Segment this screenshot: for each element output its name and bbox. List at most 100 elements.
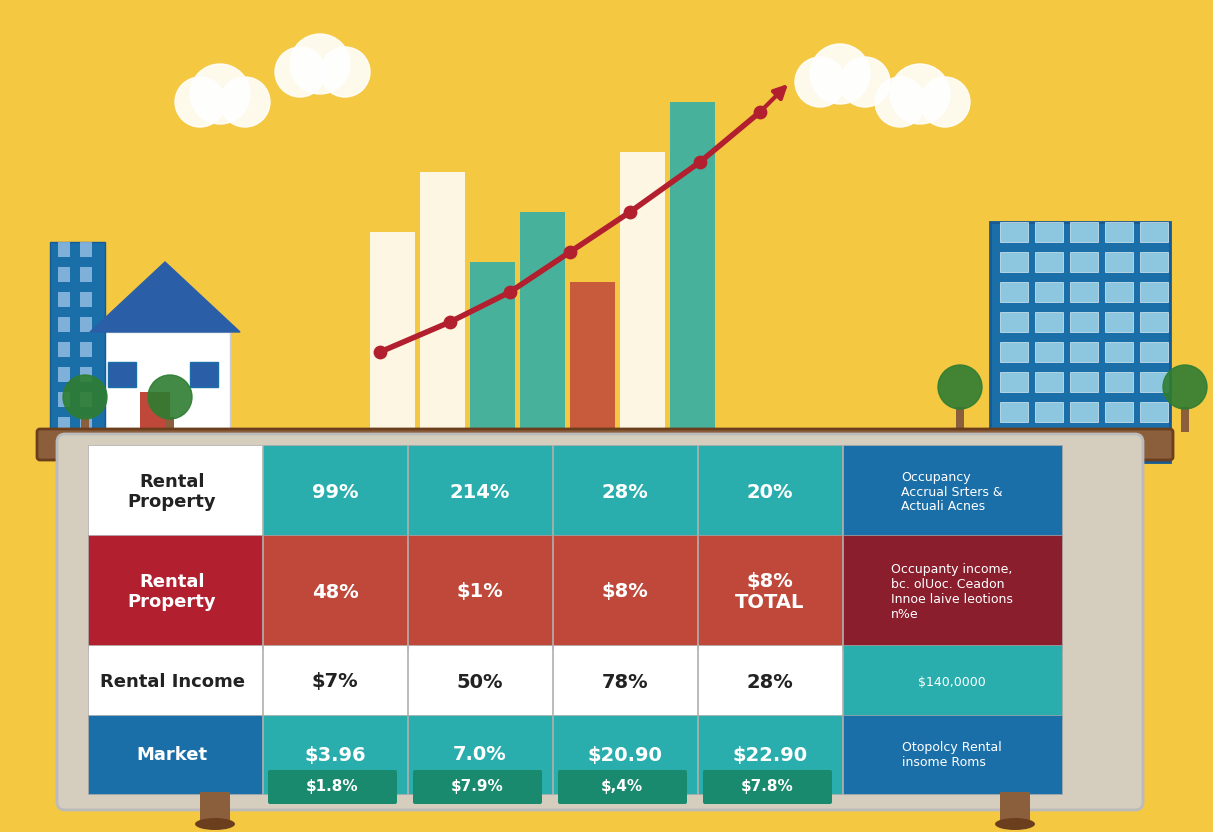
Bar — [469, 262, 516, 452]
Bar — [1140, 342, 1168, 362]
FancyBboxPatch shape — [408, 445, 552, 539]
Text: $8%: $8% — [602, 582, 649, 602]
Bar — [1000, 792, 1030, 822]
Text: $8%
TOTAL: $8% TOTAL — [735, 572, 804, 612]
Text: Rental
Property: Rental Property — [127, 572, 216, 612]
Bar — [670, 102, 714, 452]
Text: 214%: 214% — [450, 483, 511, 502]
Bar — [80, 367, 92, 382]
FancyBboxPatch shape — [89, 715, 262, 794]
Circle shape — [795, 57, 845, 107]
Bar — [58, 317, 70, 332]
Bar — [80, 392, 92, 407]
Bar — [570, 282, 615, 452]
Bar — [80, 342, 92, 357]
Text: 28%: 28% — [747, 672, 793, 691]
FancyBboxPatch shape — [843, 445, 1063, 539]
Text: 78%: 78% — [602, 672, 648, 691]
Bar — [1105, 222, 1133, 242]
Bar — [108, 362, 136, 387]
Circle shape — [890, 64, 950, 124]
FancyBboxPatch shape — [553, 445, 697, 539]
Bar — [1140, 312, 1168, 332]
FancyBboxPatch shape — [0, 0, 1213, 452]
Bar — [58, 342, 70, 357]
Point — [751, 106, 770, 119]
Bar — [1000, 252, 1027, 272]
Text: 50%: 50% — [457, 672, 503, 691]
FancyBboxPatch shape — [412, 770, 542, 804]
Text: Occupancy
Accrual Srters &
Actuali Acnes: Occupancy Accrual Srters & Actuali Acnes — [901, 471, 1003, 513]
Bar — [1105, 432, 1133, 452]
Bar — [1000, 222, 1027, 242]
FancyBboxPatch shape — [263, 715, 408, 794]
FancyBboxPatch shape — [89, 645, 262, 719]
FancyBboxPatch shape — [89, 445, 262, 539]
Bar — [58, 242, 70, 257]
Text: Rental
Property: Rental Property — [127, 473, 216, 512]
Bar — [1105, 312, 1133, 332]
Bar — [1000, 312, 1027, 332]
Bar — [1070, 402, 1098, 422]
FancyBboxPatch shape — [408, 535, 552, 649]
FancyBboxPatch shape — [843, 535, 1063, 649]
FancyBboxPatch shape — [704, 770, 832, 804]
FancyBboxPatch shape — [697, 535, 842, 649]
Bar — [1140, 222, 1168, 242]
Bar — [1035, 312, 1063, 332]
Bar — [1070, 372, 1098, 392]
Bar — [1035, 222, 1063, 242]
Circle shape — [1163, 365, 1207, 409]
Circle shape — [190, 64, 250, 124]
FancyBboxPatch shape — [99, 332, 230, 442]
Point — [500, 285, 519, 299]
Text: Market: Market — [136, 746, 207, 764]
Text: $140,0000: $140,0000 — [918, 676, 986, 689]
Circle shape — [919, 77, 970, 127]
FancyBboxPatch shape — [843, 645, 1063, 719]
Point — [440, 315, 460, 329]
Circle shape — [839, 57, 890, 107]
FancyBboxPatch shape — [50, 242, 106, 442]
Bar — [1070, 432, 1098, 452]
Bar — [1070, 312, 1098, 332]
Bar — [80, 417, 92, 432]
Bar — [1105, 402, 1133, 422]
FancyBboxPatch shape — [57, 434, 1143, 810]
Bar — [1140, 252, 1168, 272]
Bar — [1105, 252, 1133, 272]
Bar — [1000, 432, 1027, 452]
Circle shape — [220, 77, 270, 127]
Circle shape — [148, 375, 192, 419]
Bar — [1105, 372, 1133, 392]
Bar — [80, 242, 92, 257]
Circle shape — [810, 44, 870, 104]
Text: $20.90: $20.90 — [587, 745, 662, 765]
Bar — [80, 317, 92, 332]
Circle shape — [275, 47, 325, 97]
Bar — [1105, 342, 1133, 362]
Bar — [1140, 372, 1168, 392]
Bar — [1070, 222, 1098, 242]
Text: $7.8%: $7.8% — [741, 780, 793, 795]
Bar — [1000, 342, 1027, 362]
Text: Occupanty income,
bc. olUoc. Ceadon
Innoe laive leotions
n%e: Occupanty income, bc. olUoc. Ceadon Inno… — [892, 563, 1013, 621]
FancyBboxPatch shape — [697, 645, 842, 719]
Bar — [1000, 402, 1027, 422]
FancyBboxPatch shape — [263, 645, 408, 719]
Bar — [80, 292, 92, 307]
Bar — [1070, 252, 1098, 272]
Bar — [58, 267, 70, 282]
FancyBboxPatch shape — [697, 715, 842, 794]
Bar — [1035, 432, 1063, 452]
Text: $22.90: $22.90 — [733, 745, 808, 765]
Bar — [1181, 407, 1189, 432]
Bar — [58, 292, 70, 307]
Bar — [1140, 282, 1168, 302]
Polygon shape — [90, 262, 240, 332]
Bar — [420, 172, 465, 452]
FancyBboxPatch shape — [553, 645, 697, 719]
Ellipse shape — [195, 818, 235, 830]
Bar — [1070, 282, 1098, 302]
Bar — [200, 792, 230, 822]
